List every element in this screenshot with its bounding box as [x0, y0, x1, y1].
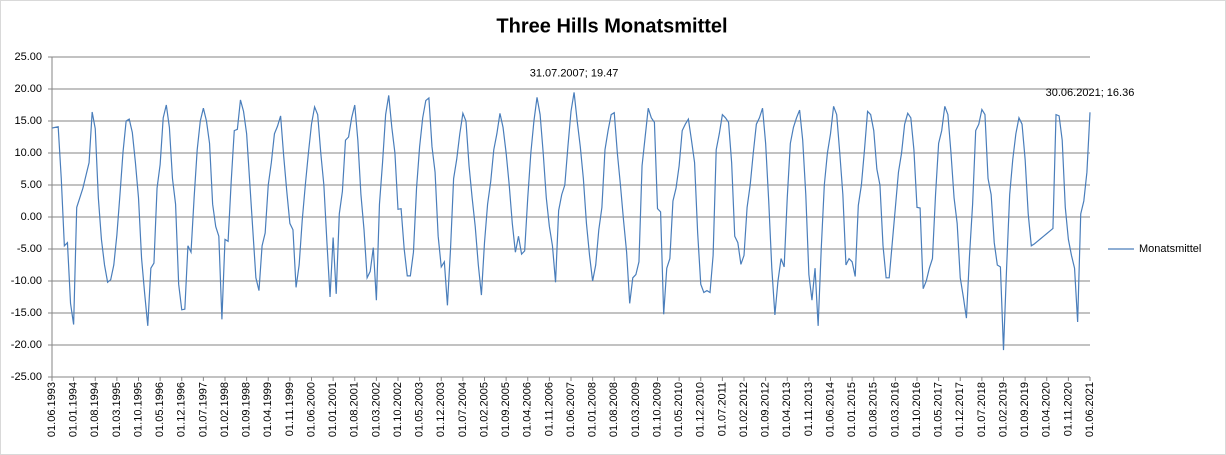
chart-title: Three Hills Monatsmittel	[496, 15, 727, 37]
x-tick-label: 01.04.2006	[522, 382, 534, 437]
x-tick-label: 01.08.2001	[349, 382, 361, 437]
x-tick-label: 01.01.2015	[846, 382, 858, 437]
legend-label: Monatsmittel	[1139, 243, 1201, 255]
x-tick-label: 01.12.2003	[435, 382, 447, 437]
x-tick-label: 01.10.1995	[132, 382, 144, 437]
x-tick-label: 01.11.2013	[803, 382, 815, 436]
x-tick-label: 01.12.1996	[176, 382, 188, 437]
x-tick-label: 01.12.2017	[954, 382, 966, 437]
x-tick-label: 01.03.2016	[889, 382, 901, 437]
x-tick-label: 01.04.1999	[262, 382, 274, 437]
y-tick-label: 20.00	[14, 83, 42, 95]
x-tick-label: 01.08.2008	[608, 382, 620, 437]
x-tick-label: 01.02.2012	[738, 382, 750, 437]
y-tick-label: -25.00	[11, 371, 42, 383]
x-tick-label: 01.02.2019	[997, 382, 1009, 437]
x-tick-label: 01.05.2017	[933, 382, 945, 437]
y-tick-label: -15.00	[11, 307, 42, 319]
x-tick-label: 01.06.1993	[46, 382, 58, 437]
x-tick-label: 01.05.1996	[154, 382, 166, 437]
x-tick-label: 01.05.2003	[414, 382, 426, 437]
x-tick-label: 01.03.2002	[370, 382, 382, 437]
x-tick-label: 01.01.2008	[587, 382, 599, 437]
y-tick-label: 15.00	[14, 115, 42, 127]
x-tick-label: 01.10.2009	[651, 382, 663, 437]
x-tick-label: 01.12.2010	[695, 382, 707, 437]
y-tick-label: -10.00	[11, 275, 42, 287]
x-tick-label: 01.09.1998	[241, 382, 253, 437]
x-tick-label: 01.06.2014	[824, 382, 836, 437]
y-tick-label: 0.00	[21, 211, 42, 223]
x-tick-label: 01.07.2004	[457, 382, 469, 437]
x-tick-label: 01.06.2007	[565, 382, 577, 437]
x-tick-label: 01.10.2002	[392, 382, 404, 437]
x-tick-label: 01.01.2001	[327, 382, 339, 437]
x-tick-label: 01.02.1998	[219, 382, 231, 437]
x-tick-label: 01.07.2011	[716, 382, 728, 436]
x-tick-label: 01.07.2018	[976, 382, 988, 437]
data-label: 31.07.2007; 19.47	[530, 67, 619, 79]
x-tick-label: 01.08.1994	[89, 382, 101, 437]
x-tick-label: 01.11.2006	[543, 382, 555, 436]
x-tick-label: 01.09.2005	[500, 382, 512, 437]
x-tick-label: 01.09.2012	[760, 382, 772, 437]
x-tick-label: 01.06.2000	[305, 382, 317, 437]
x-tick-label: 01.10.2016	[911, 382, 923, 437]
x-tick-label: 01.04.2020	[1041, 382, 1053, 437]
y-tick-label: 5.00	[21, 179, 42, 191]
x-tick-label: 01.07.1997	[197, 382, 209, 437]
y-tick-label: -5.00	[17, 243, 42, 255]
x-tick-label: 01.03.1995	[111, 382, 123, 437]
x-tick-label: 01.02.2005	[478, 382, 490, 437]
x-tick-label: 01.03.2009	[630, 382, 642, 437]
y-tick-label: 25.00	[14, 51, 42, 63]
data-label: 30.06.2021; 16.36	[1046, 87, 1135, 99]
y-tick-label: 10.00	[14, 147, 42, 159]
x-tick-label: 01.11.2020	[1062, 382, 1074, 436]
x-tick-label: 01.06.2021	[1084, 382, 1096, 437]
x-tick-label: 01.09.2019	[1019, 382, 1031, 437]
x-tick-label: 01.04.2013	[781, 382, 793, 437]
y-tick-label: -20.00	[11, 339, 42, 351]
x-tick-label: 01.05.2010	[673, 382, 685, 437]
x-tick-label: 01.01.1994	[68, 382, 80, 437]
x-tick-label: 01.11.1999	[284, 382, 296, 436]
series-line	[51, 92, 1091, 351]
x-tick-label: 01.08.2015	[868, 382, 880, 437]
